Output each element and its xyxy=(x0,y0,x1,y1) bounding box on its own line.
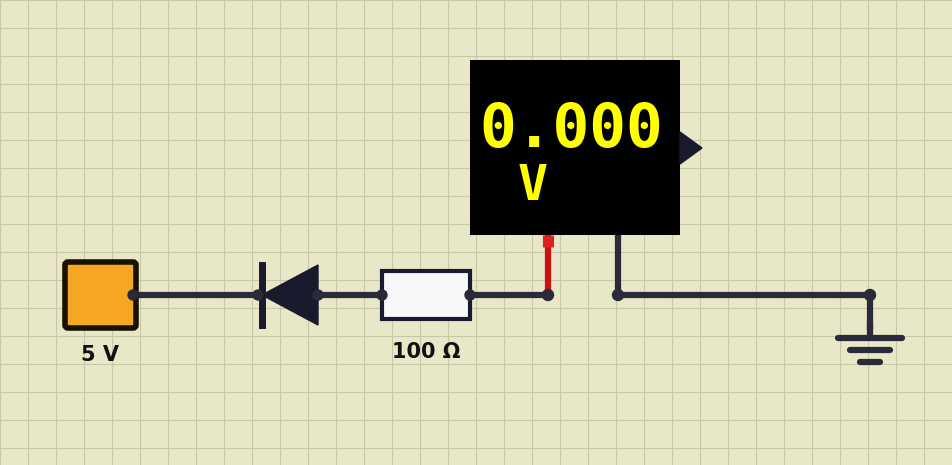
Circle shape xyxy=(465,290,475,300)
Circle shape xyxy=(864,290,876,300)
FancyBboxPatch shape xyxy=(65,262,136,328)
Bar xyxy=(470,60,680,235)
Text: 100 Ω: 100 Ω xyxy=(392,342,460,362)
Polygon shape xyxy=(262,265,318,325)
Circle shape xyxy=(253,290,263,300)
Circle shape xyxy=(543,290,553,300)
Polygon shape xyxy=(680,132,702,164)
Circle shape xyxy=(128,290,138,300)
Circle shape xyxy=(612,290,624,300)
Bar xyxy=(382,271,470,319)
Circle shape xyxy=(313,290,323,300)
Text: V: V xyxy=(518,162,548,210)
Text: 5 V: 5 V xyxy=(81,345,119,365)
Circle shape xyxy=(377,290,387,300)
Text: 0.000: 0.000 xyxy=(479,100,663,159)
